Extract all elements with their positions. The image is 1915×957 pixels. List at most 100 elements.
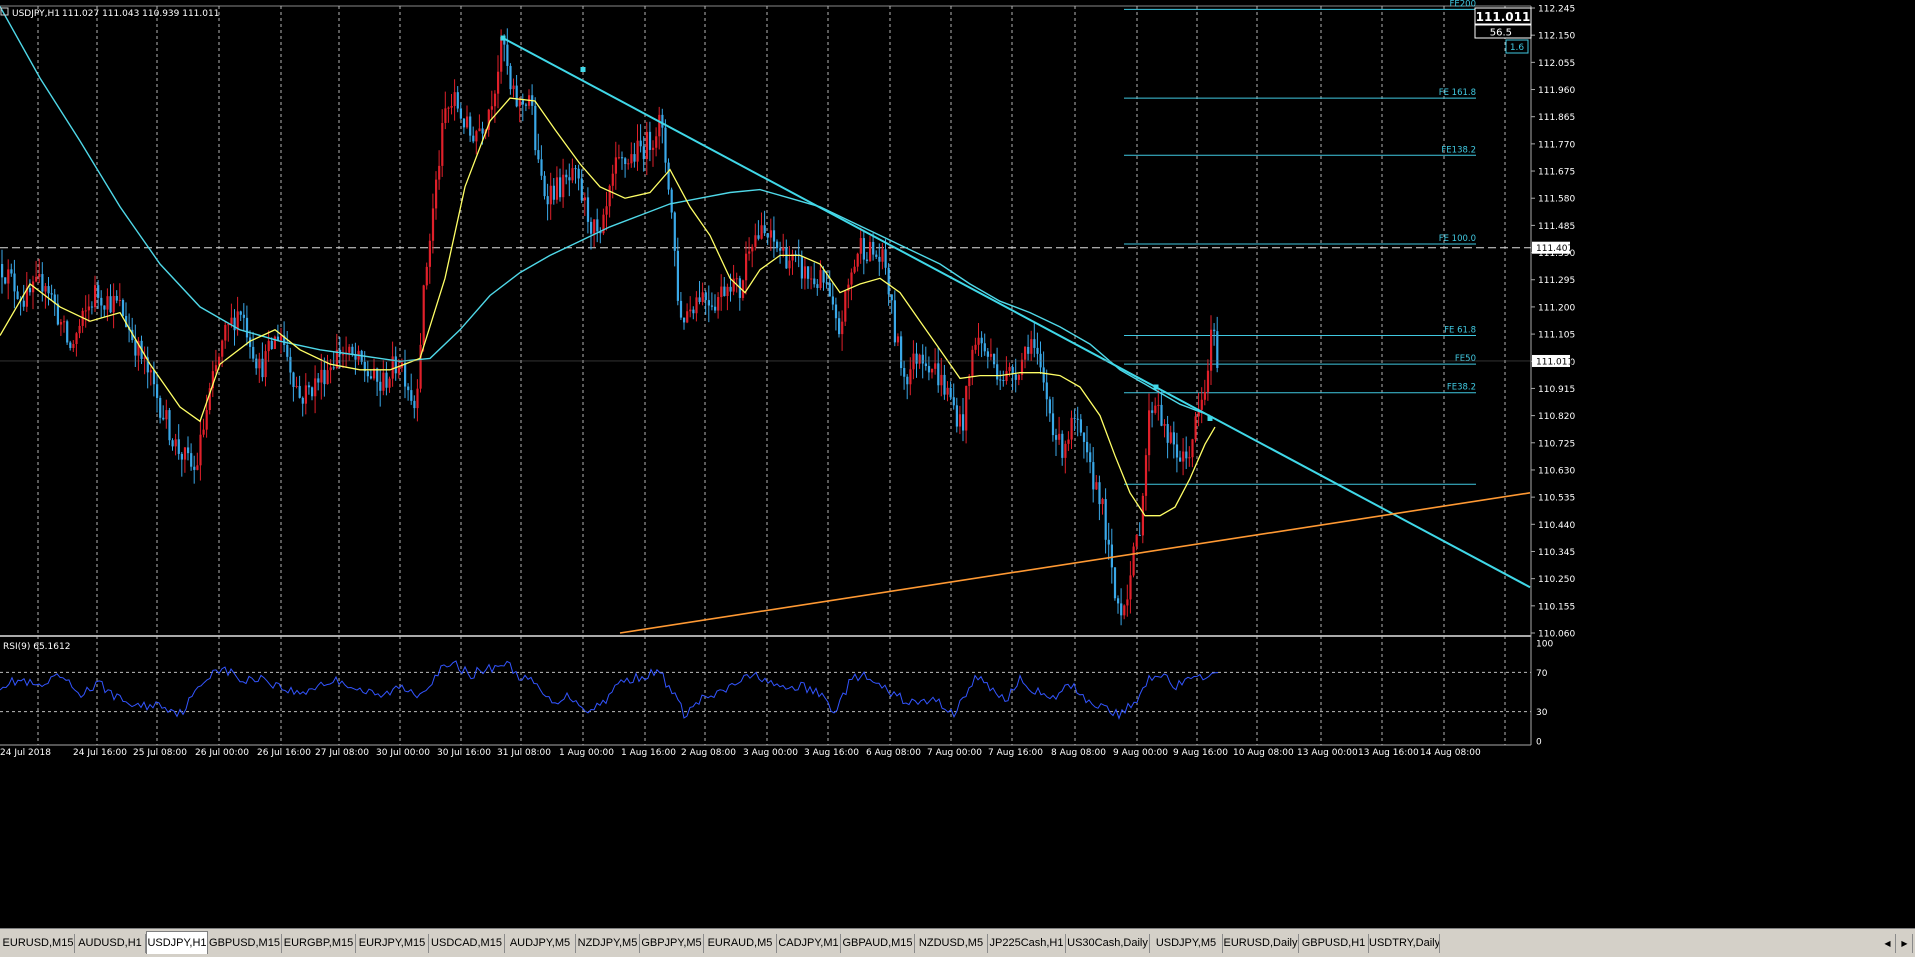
candle-body	[766, 233, 769, 238]
chart-tab[interactable]: NZDUSD,M5	[915, 934, 988, 953]
current-price-tag	[1532, 354, 1570, 367]
chart-tab[interactable]: GBPUSD,M15	[208, 934, 282, 953]
candle-body	[462, 118, 466, 128]
candle-body	[621, 157, 624, 159]
chart-tab[interactable]: USDTRY,Daily	[1369, 934, 1440, 953]
chart-tab[interactable]: EURGBP,M15	[282, 934, 356, 953]
chart-window[interactable]: FE200 FE 161.8 FE138.2 FE 100.0 FE 61.8 FE50 F…	[0, 0, 1915, 928]
candle-body	[515, 85, 518, 107]
chart-tab[interactable]: JP225Cash,H1	[988, 934, 1066, 953]
candle-body	[611, 173, 614, 186]
candle-body	[199, 434, 202, 466]
candle-body	[53, 294, 56, 304]
chart-tab[interactable]: EURJPY,M15	[356, 934, 429, 953]
candle-body	[397, 367, 400, 374]
tab-scroll-left-icon[interactable]: ◀	[1880, 934, 1896, 953]
candle-body	[1138, 534, 1141, 536]
candle-body	[710, 305, 714, 307]
downtrend-line[interactable]	[502, 37, 1531, 589]
candle-body	[72, 344, 75, 348]
candle-body	[1107, 539, 1110, 545]
rsi-axis-label: 70	[1536, 669, 1548, 679]
chart-tab[interactable]: USDJPY,M5	[1150, 934, 1223, 953]
candle-body	[292, 372, 295, 387]
candle-body	[47, 286, 50, 294]
candle-body	[25, 288, 28, 307]
candle-body	[100, 297, 103, 306]
candle-body	[94, 285, 97, 308]
chart-tab[interactable]: GBPJPY,M5	[640, 934, 704, 953]
candle-body	[931, 368, 934, 373]
candle-body	[596, 219, 599, 232]
uptrend-line[interactable]	[619, 492, 1531, 634]
candle-body	[1086, 441, 1089, 453]
candle-body	[7, 269, 10, 284]
candle-body	[363, 361, 366, 372]
chart-tab[interactable]: EURAUD,M5	[704, 934, 777, 953]
chart-tab[interactable]: USDCAD,M15	[429, 934, 505, 953]
candle-body	[949, 387, 952, 398]
candle-body	[1113, 567, 1117, 599]
candle-body	[4, 277, 7, 284]
chart-canvas[interactable]: FE200 FE 161.8 FE138.2 FE 100.0 FE 61.8 FE50 F…	[0, 0, 1915, 928]
candle-body	[407, 386, 410, 391]
candle-body	[667, 162, 670, 190]
candle-body	[1002, 379, 1005, 382]
candle-body	[630, 154, 633, 164]
candle-body	[264, 351, 267, 378]
candle-body	[838, 318, 841, 335]
fib-expansion[interactable]: FE200 FE 161.8 FE138.2 FE 100.0 FE 61.8 FE50 F…	[1124, 0, 1476, 485]
chart-tab[interactable]: USDJPY,H1	[146, 931, 208, 954]
candle-body	[379, 381, 382, 391]
candle-body	[236, 311, 239, 331]
candle-body	[1203, 391, 1206, 400]
candle-body	[636, 140, 639, 162]
candle-body	[1036, 347, 1039, 354]
candle-body	[1089, 452, 1092, 463]
candle-body	[958, 414, 962, 427]
trendline-anchor[interactable]	[1207, 415, 1213, 421]
chart-tab[interactable]: CADJPY,M1	[777, 934, 841, 953]
candle-body	[701, 292, 704, 302]
candle-body	[1194, 416, 1197, 440]
trendline-anchor[interactable]	[580, 66, 586, 72]
candle-body	[1017, 374, 1020, 380]
candle-body	[137, 340, 140, 356]
candle-body	[1, 264, 4, 278]
chart-tab[interactable]: EURUSD,Daily	[1223, 934, 1299, 953]
x-axis-label: 1 Aug 00:00	[559, 748, 614, 758]
trendline-anchor[interactable]	[1153, 384, 1159, 390]
candle-body	[509, 65, 512, 90]
chart-tab[interactable]: EURUSD,M15	[2, 934, 75, 953]
candle-body	[834, 304, 838, 319]
candle-body	[373, 368, 376, 379]
candle-body	[695, 297, 698, 314]
candle-body	[850, 272, 853, 285]
candle-body	[776, 241, 779, 249]
bid-box	[1474, 7, 1532, 25]
tab-scroll-right-icon[interactable]: ▶	[1897, 934, 1913, 953]
candle-body	[146, 357, 149, 373]
candle-body	[252, 346, 255, 359]
trendline-anchor[interactable]	[500, 35, 506, 41]
small-box	[1505, 39, 1529, 54]
candle-body	[453, 92, 456, 106]
candle-body	[50, 293, 53, 295]
candle-body	[673, 212, 676, 251]
chart-tab[interactable]: NZDJPY,M5	[576, 934, 640, 953]
chart-tab[interactable]: GBPUSD,H1	[1299, 934, 1369, 953]
candle-body	[369, 376, 373, 379]
spread-value: 56.5	[1490, 28, 1512, 39]
chart-tab[interactable]: AUDJPY,M5	[505, 934, 576, 953]
chart-tab[interactable]: US30Cash,Daily	[1066, 934, 1150, 953]
x-axis-label: 3 Aug 16:00	[804, 748, 859, 758]
candle-body	[652, 147, 655, 150]
candle-body	[66, 321, 69, 343]
candle-body	[59, 322, 63, 325]
chart-tab[interactable]: GBPAUD,M15	[841, 934, 915, 953]
chart-tab[interactable]: AUDUSD,H1	[75, 934, 146, 953]
candle-body	[159, 397, 162, 418]
candle-body	[1151, 410, 1154, 413]
candle-body	[1030, 339, 1033, 354]
candle-body	[1095, 482, 1098, 490]
